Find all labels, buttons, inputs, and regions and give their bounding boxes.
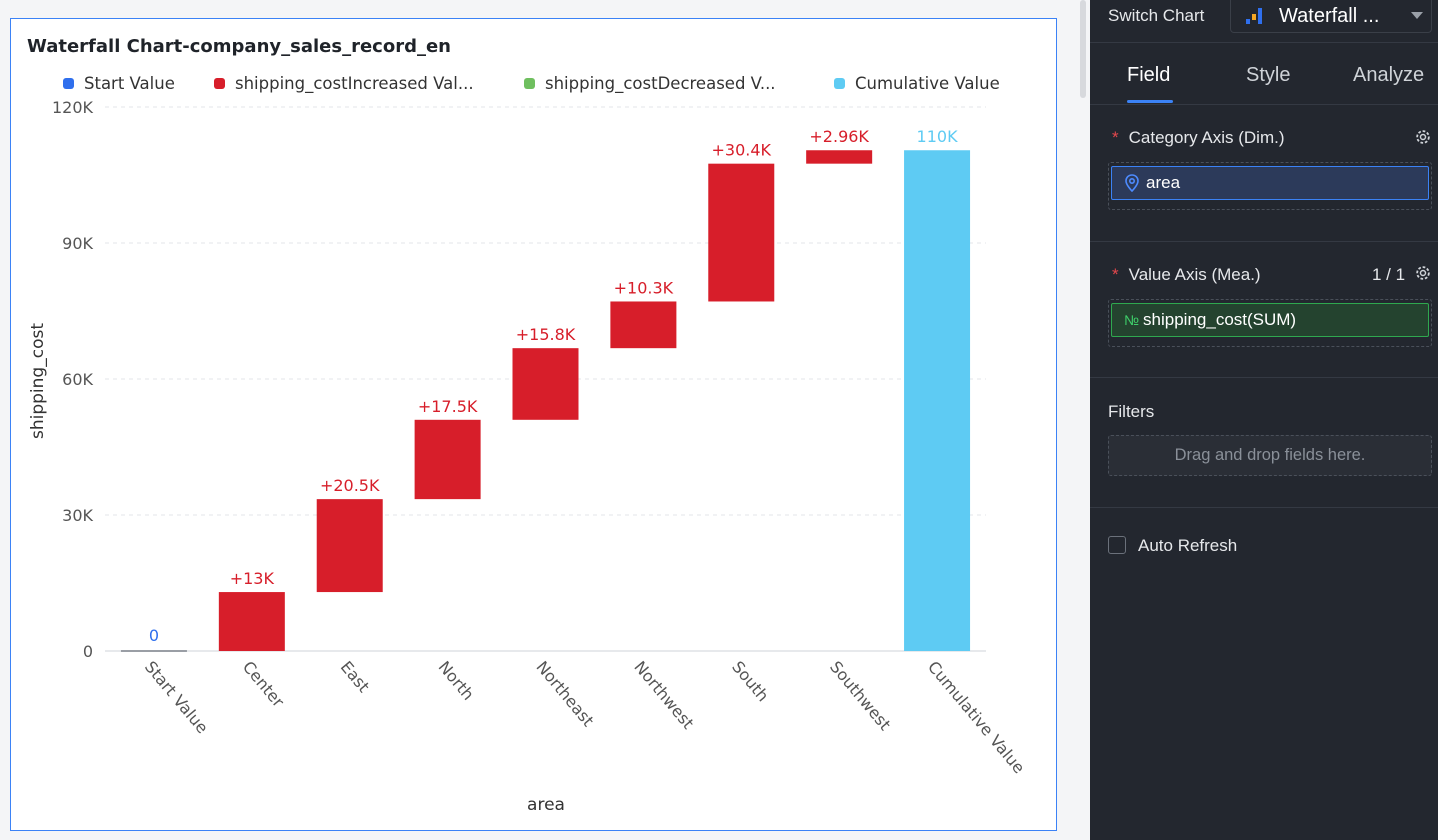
data-label: +15.8K <box>516 325 576 344</box>
filters-title: Filters <box>1108 402 1155 421</box>
data-label: +17.5K <box>418 397 478 416</box>
data-label: +13K <box>230 569 275 588</box>
auto-refresh-checkbox[interactable] <box>1108 536 1126 554</box>
filters-dropzone[interactable]: Drag and drop fields here. <box>1108 435 1432 476</box>
data-label: 0 <box>149 626 159 645</box>
tab-analyze[interactable]: Analyze <box>1353 64 1425 86</box>
x-tick-label: Start Value <box>141 657 212 737</box>
legend-label: Cumulative Value <box>855 74 1000 93</box>
chart-area: Waterfall Chart-company_sales_record_en … <box>10 18 1057 831</box>
legend-item-increased[interactable]: shipping_costIncreased Val... <box>214 74 474 93</box>
y-tick-label: 120K <box>52 98 94 117</box>
active-tab-indicator <box>1127 100 1173 103</box>
bar-northwest <box>610 301 677 349</box>
tab-field[interactable]: Field <box>1127 64 1171 86</box>
x-tick-label: South <box>728 657 772 705</box>
legend-item-cumulative[interactable]: Cumulative Value <box>834 74 1000 93</box>
data-label: +30.4K <box>712 141 772 160</box>
gear-icon[interactable] <box>1414 264 1432 282</box>
legend-swatch <box>834 78 845 89</box>
category-axis-label: Category Axis (Dim.) <box>1128 128 1285 147</box>
switch-chart-label: Switch Chart <box>1108 6 1205 25</box>
chart-type-value: Waterfall ... <box>1279 4 1380 27</box>
legend-swatch <box>524 78 535 89</box>
auto-refresh-label: Auto Refresh <box>1138 536 1238 555</box>
data-label: +20.5K <box>320 476 380 495</box>
value-axis-title: * Value Axis (Mea.) <box>1112 265 1261 285</box>
divider <box>1090 42 1438 43</box>
scrollbar-thumb[interactable] <box>1080 0 1086 98</box>
divider <box>1090 104 1438 105</box>
category-axis-title: * Category Axis (Dim.) <box>1112 128 1285 148</box>
chevron-down-icon <box>1411 12 1423 19</box>
y-tick-label: 0 <box>83 642 93 661</box>
bar-south <box>708 163 775 302</box>
divider <box>1090 241 1438 242</box>
bar-northeast <box>512 348 579 420</box>
required-mark: * <box>1112 265 1119 284</box>
data-label: +10.3K <box>614 278 674 297</box>
x-tick-label: Center <box>239 657 288 711</box>
legend-label: Start Value <box>84 74 175 93</box>
x-axis-title: area <box>527 795 565 815</box>
y-tick-label: 30K <box>62 506 93 525</box>
legend-label: shipping_costDecreased V... <box>545 74 776 93</box>
config-panel: Switch Chart Waterfall ... Field Style A… <box>1090 0 1438 840</box>
value-axis-label: Value Axis (Mea.) <box>1128 265 1261 284</box>
legend-item-start-value[interactable]: Start Value <box>63 74 175 93</box>
x-tick-label: Northwest <box>630 657 697 732</box>
required-mark: * <box>1112 128 1119 147</box>
x-tick-label: East <box>337 657 374 696</box>
category-field-name: area <box>1146 173 1181 192</box>
category-axis-dropzone[interactable]: area <box>1108 162 1432 210</box>
chart-title: Waterfall Chart-company_sales_record_en <box>27 36 451 57</box>
value-field-name: shipping_cost(SUM) <box>1143 310 1297 329</box>
waterfall-chart-icon <box>1246 8 1262 24</box>
divider <box>1090 507 1438 508</box>
gear-icon[interactable] <box>1414 128 1432 146</box>
bar-center <box>218 592 285 651</box>
legend-item-decreased[interactable]: shipping_costDecreased V... <box>524 74 776 93</box>
legend-swatch <box>214 78 225 89</box>
x-tick-label: Northeast <box>532 657 597 730</box>
x-tick-label: North <box>435 657 478 703</box>
category-field-pill[interactable]: area <box>1111 166 1429 200</box>
y-tick-label: 60K <box>62 370 93 389</box>
bar-north <box>414 419 481 500</box>
chart-type-select[interactable]: Waterfall ... <box>1230 0 1432 33</box>
y-axis-title: shipping_cost <box>28 323 48 439</box>
bar-cumulative-value <box>904 150 971 652</box>
data-label: 110K <box>917 127 959 146</box>
tab-style[interactable]: Style <box>1246 64 1291 86</box>
x-tick-label: Cumulative Value <box>924 657 1029 777</box>
x-tick-label: Southwest <box>826 657 895 734</box>
bar-southwest <box>806 150 873 164</box>
chart-card[interactable]: Waterfall Chart-company_sales_record_en … <box>10 18 1057 831</box>
legend-swatch <box>63 78 74 89</box>
bar-east <box>316 499 383 593</box>
value-axis-dropzone[interactable]: № shipping_cost(SUM) <box>1108 299 1432 347</box>
y-tick-label: 90K <box>62 234 93 253</box>
waterfall-chart: 0 30K 60K 90K 120K 0 Start Value +13K Center +20.… <box>28 98 1029 815</box>
scrollbar[interactable] <box>1076 0 1090 840</box>
value-field-pill[interactable]: № shipping_cost(SUM) <box>1111 303 1429 337</box>
legend-label: shipping_costIncreased Val... <box>235 74 474 93</box>
number-icon: № <box>1124 312 1140 328</box>
location-pin-icon <box>1125 174 1139 192</box>
value-axis-count: 1 / 1 <box>1372 265 1406 284</box>
data-label: +2.96K <box>809 127 869 146</box>
divider <box>1090 377 1438 378</box>
